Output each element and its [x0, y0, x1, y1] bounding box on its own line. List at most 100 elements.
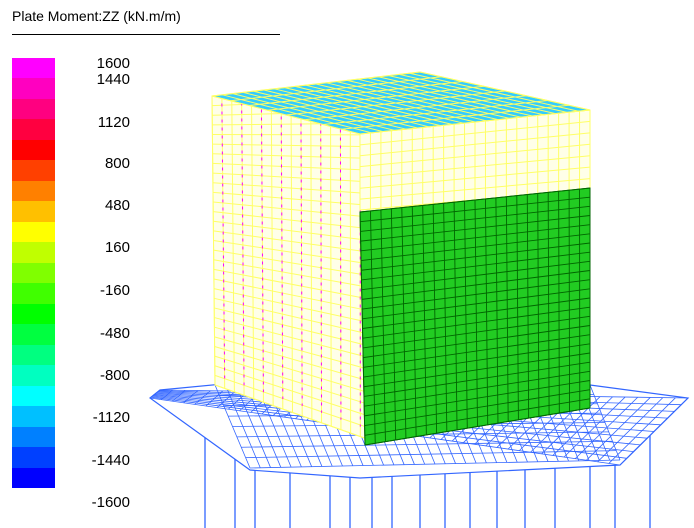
legend-swatch	[12, 180, 55, 202]
legend-tick-label: 480	[104, 197, 130, 214]
left-accent-line	[221, 103, 226, 379]
front-mesh-line	[363, 325, 591, 359]
top-mesh-line	[359, 109, 591, 135]
left-mesh-line	[214, 365, 371, 418]
legend-swatch	[12, 160, 55, 182]
front-mesh-line	[359, 187, 591, 213]
legend-swatch	[12, 78, 55, 100]
left-mesh-line	[213, 268, 371, 300]
legend-swatch	[12, 119, 55, 141]
back-mesh-line	[359, 143, 591, 168]
legend-tick-label: 1600	[96, 55, 130, 72]
top-mesh-line	[322, 100, 548, 125]
front-mesh-line	[360, 196, 591, 223]
contour-title: Plate Moment:ZZ (kN.m/m)	[12, 8, 181, 24]
front-mesh-line	[360, 205, 591, 232]
front-mesh-line	[362, 279, 591, 310]
front-mesh-line	[360, 215, 591, 242]
left-mesh-line	[214, 336, 371, 382]
legend-swatch	[12, 406, 55, 428]
front-mesh-line	[363, 343, 591, 378]
back-mesh-line	[359, 155, 591, 178]
base-mesh-line	[241, 440, 613, 448]
left-mesh-line	[213, 240, 371, 265]
left-mesh-line	[212, 172, 371, 183]
left-mesh-line	[212, 182, 371, 195]
legend-swatch	[12, 447, 55, 469]
legend-swatch	[12, 344, 55, 366]
left-mesh-line	[213, 249, 371, 277]
back-mesh-line	[359, 132, 591, 157]
legend-swatch	[12, 98, 55, 120]
legend-tick-label: -1440	[91, 452, 130, 469]
legend-swatch	[12, 426, 55, 448]
top-mesh-line	[267, 85, 484, 111]
base-mesh-line	[249, 459, 621, 469]
left-mesh-line	[212, 153, 371, 159]
left-accent-line	[280, 100, 284, 400]
top-mesh-line	[211, 71, 421, 97]
legend-tick-label: -160	[99, 282, 130, 299]
legend-tick-label: -1600	[91, 494, 130, 511]
legend-swatch	[12, 385, 55, 407]
left-mesh-line	[214, 326, 371, 371]
left-mesh-line	[214, 307, 371, 347]
top-mesh-line	[230, 76, 442, 102]
left-accent-line	[260, 101, 264, 393]
top-slab-grid	[211, 71, 591, 135]
legend-swatch	[12, 467, 55, 489]
front-mesh-line	[361, 251, 591, 281]
front-mesh-line	[361, 242, 591, 271]
left-mesh-line	[214, 345, 371, 394]
base-mesh-line	[245, 450, 617, 459]
wall-left-grid	[211, 87, 371, 441]
left-mesh-line	[213, 201, 371, 218]
legend-tick-label: 800	[104, 155, 130, 172]
left-mesh-line	[212, 191, 371, 206]
left-mesh-line	[214, 317, 371, 359]
legend-swatch	[12, 283, 55, 305]
back-mesh-line	[359, 166, 591, 189]
front-mesh-line	[361, 260, 591, 291]
legend-swatch	[12, 242, 55, 264]
left-mesh-line	[213, 297, 371, 335]
legend-swatch	[12, 303, 55, 325]
left-mesh-line	[213, 278, 371, 312]
color-legend	[12, 58, 55, 489]
legend-swatch	[12, 365, 55, 387]
top-mesh-line	[285, 90, 506, 116]
legend-tick-label: -800	[99, 367, 130, 384]
left-accent-line	[300, 99, 303, 406]
front-mesh-line	[363, 352, 591, 388]
front-mesh-line	[364, 380, 591, 417]
back-mesh-line	[359, 178, 591, 200]
legend-tick-label: 160	[104, 239, 130, 256]
legend-swatch	[12, 221, 55, 243]
front-mesh-line	[360, 224, 591, 252]
left-mesh-line	[214, 374, 371, 429]
wall-front-grid	[359, 187, 591, 446]
left-mesh-line	[213, 211, 371, 230]
left-mesh-line	[213, 230, 371, 253]
legend-swatch	[12, 324, 55, 346]
legend-tick-label: -1120	[92, 409, 130, 426]
front-mesh-line	[361, 270, 591, 300]
front-mesh-line	[363, 361, 591, 397]
front-mesh-line	[364, 389, 591, 427]
left-mesh-line	[213, 288, 371, 324]
front-mesh-line	[364, 407, 591, 446]
front-mesh-line	[364, 370, 591, 407]
front-mesh-line	[362, 306, 591, 339]
legend-tick-label: -480	[99, 325, 130, 342]
top-mesh-line	[304, 95, 527, 121]
top-mesh-line	[341, 104, 569, 130]
left-mesh-line	[214, 384, 371, 441]
front-mesh-line	[362, 288, 591, 320]
legend-tick-label: 1120	[97, 114, 130, 131]
front-mesh-line	[362, 297, 591, 329]
front-mesh-line	[362, 315, 591, 349]
front-mesh-line	[360, 233, 591, 261]
back-mesh-line	[359, 120, 591, 146]
title-underline	[12, 34, 280, 35]
